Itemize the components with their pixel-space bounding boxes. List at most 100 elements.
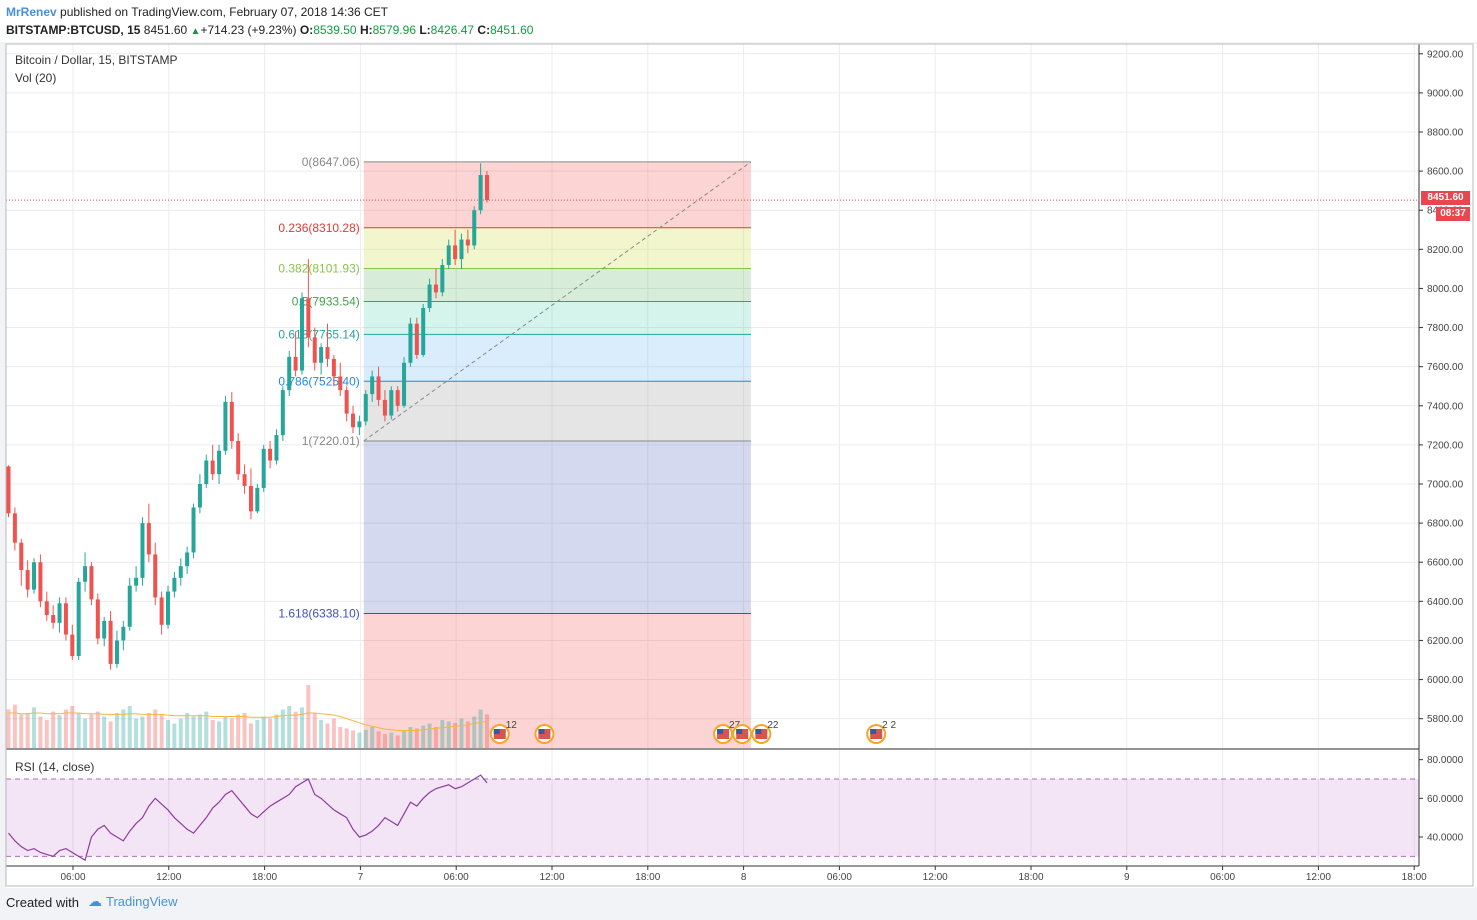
candle-body (485, 175, 489, 201)
price-tick-label: 7400.00 (1427, 401, 1464, 412)
candle-body (217, 450, 222, 475)
volume-bar (312, 713, 317, 748)
volume-bar (70, 706, 75, 748)
candle-body (306, 298, 311, 338)
volume-bar (306, 685, 311, 748)
candle-body (57, 603, 62, 623)
volume-bar (370, 727, 375, 748)
candle-body (153, 554, 158, 598)
volume-bar (191, 716, 196, 748)
candle-body (159, 597, 164, 625)
brand-name: TradingView (106, 894, 178, 909)
rsi-line (8, 774, 488, 862)
fib-zone (363, 334, 751, 382)
candle-body (414, 323, 419, 355)
price-tick-label: 6800.00 (1427, 519, 1464, 530)
volume-bar (51, 711, 56, 748)
candle-body (25, 570, 30, 590)
fib-level-label: 1.618(6338.10) (278, 606, 359, 620)
price-chart[interactable]: 0(8647.06) 0.236(8310.28) 0.382(8101.93) 0.… (0, 42, 1477, 888)
rsi-tick-label: 80.0000 (1427, 755, 1464, 766)
price-axis-bg (1419, 44, 1477, 866)
event-count: 22 (767, 720, 779, 731)
candle-body (12, 513, 17, 543)
candle-body (44, 601, 49, 616)
volume-bar (325, 723, 330, 748)
price-tick-label: 6000.00 (1427, 675, 1464, 686)
volume-bar (414, 728, 419, 748)
volume-bar (25, 713, 30, 748)
volume-bar (127, 706, 132, 748)
candle-body (274, 435, 279, 461)
volume-bar (433, 727, 438, 748)
volume-bar (95, 711, 100, 748)
candle-body (331, 358, 336, 377)
time-tick-label: 12:00 (156, 872, 181, 883)
candle-body (389, 390, 394, 416)
candle-body (382, 399, 387, 416)
volume-bar (268, 718, 273, 748)
time-tick-label: 06:00 (1210, 872, 1235, 883)
price-tick-label: 7000.00 (1427, 480, 1464, 491)
volume-bar (12, 704, 17, 748)
price-tick-label: 8800.00 (1427, 128, 1464, 139)
footer: Created with ☁ TradingView (0, 888, 1477, 920)
event-flag-icon (717, 729, 724, 734)
candle-body (255, 487, 260, 512)
candle-body (229, 401, 234, 441)
event-count: 2 2 (882, 720, 896, 731)
close-value: 8451.60 (490, 23, 534, 37)
volume-bar (217, 721, 222, 748)
candle-body (185, 552, 190, 567)
volume-bar (159, 714, 164, 748)
time-tick-label: 12:00 (539, 872, 564, 883)
price-tick-label: 8600.00 (1427, 167, 1464, 178)
fib-zone (363, 161, 751, 228)
volume-bar (108, 721, 113, 748)
open-label: O: (299, 23, 314, 37)
event-flag-icon (870, 729, 877, 734)
symbol-label: BITSTAMP:BTCUSD, 15 (6, 23, 141, 37)
candle-body (204, 460, 209, 484)
volume-bar (223, 716, 228, 748)
candle-body (370, 376, 375, 395)
bar-countdown: 08:37 (1436, 207, 1470, 221)
time-tick-label: 12:00 (1306, 872, 1331, 883)
volume-bar (465, 721, 470, 748)
volume-bar (236, 714, 241, 748)
created-with-label: Created with (6, 895, 79, 910)
time-tick-label: 9 (1124, 872, 1130, 883)
candle-body (127, 585, 132, 627)
candle-body (6, 466, 11, 514)
volume-bar (331, 718, 336, 748)
candle-body (478, 175, 483, 211)
volume-bar (63, 709, 68, 748)
volume-bar (478, 709, 483, 748)
candle-body (114, 640, 119, 664)
author-link[interactable]: MrRenev (6, 5, 57, 19)
tradingview-logo[interactable]: ☁ TradingView (88, 893, 178, 910)
volume-bar (210, 720, 215, 748)
volume-bar (242, 713, 247, 748)
volume-bar (153, 709, 158, 748)
candle-body (102, 620, 107, 639)
candle-body (70, 634, 75, 657)
candle-body (121, 626, 126, 641)
volume-bar (172, 723, 177, 748)
candle-body (210, 460, 215, 475)
volume-bar (453, 722, 458, 748)
volume-bar (402, 730, 407, 748)
fib-level-label: 0.236(8310.28) (278, 221, 359, 235)
event-flag-icon (493, 729, 500, 734)
rsi-pane (6, 750, 1419, 866)
time-tick-label: 06:00 (60, 872, 85, 883)
event-count: 12 (506, 720, 518, 731)
volume-bar (376, 731, 381, 748)
candle-body (312, 337, 317, 363)
low-label: L: (419, 23, 431, 37)
low-value: 8426.47 (430, 23, 475, 37)
candle-body (465, 239, 470, 246)
candle-body (427, 284, 432, 308)
volume-bar (485, 714, 489, 748)
time-tick-label: 8 (741, 872, 747, 883)
